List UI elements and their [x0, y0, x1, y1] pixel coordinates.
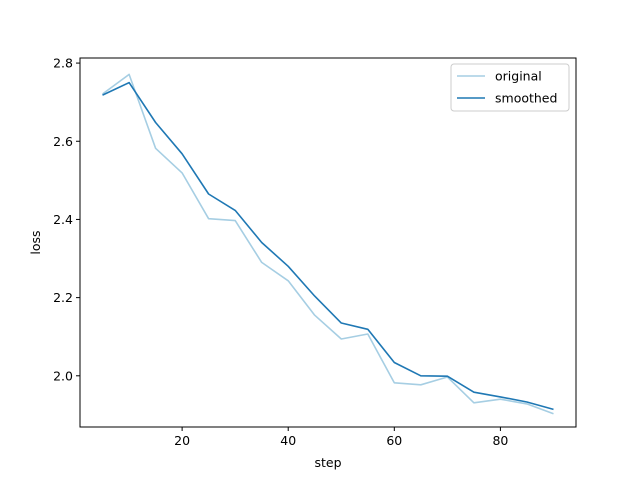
y-tick-label: 2.0	[53, 368, 73, 383]
y-tick-label: 2.8	[53, 56, 73, 71]
x-axis-title: step	[314, 455, 341, 470]
y-axis: 2.0 2.2 2.4 2.6 2.8	[53, 56, 80, 383]
y-tick-label: 2.2	[53, 290, 73, 305]
legend: original smoothed	[450, 63, 570, 112]
x-tick-label: 60	[386, 433, 402, 448]
legend-label-smoothed: smoothed	[495, 91, 557, 106]
x-tick-label: 40	[280, 433, 296, 448]
legend-label-original: original	[495, 69, 542, 84]
x-axis: 20 40 60 80	[174, 427, 508, 448]
axes-frame	[79, 57, 577, 428]
x-tick-label: 20	[174, 433, 190, 448]
y-axis-title: loss	[28, 230, 43, 254]
series-line-smoothed	[102, 81, 554, 411]
y-tick-label: 2.6	[53, 134, 73, 149]
series-line-original	[102, 73, 554, 415]
series-layer	[102, 73, 554, 415]
x-tick-label: 80	[492, 433, 508, 448]
y-tick-label: 2.4	[53, 212, 73, 227]
